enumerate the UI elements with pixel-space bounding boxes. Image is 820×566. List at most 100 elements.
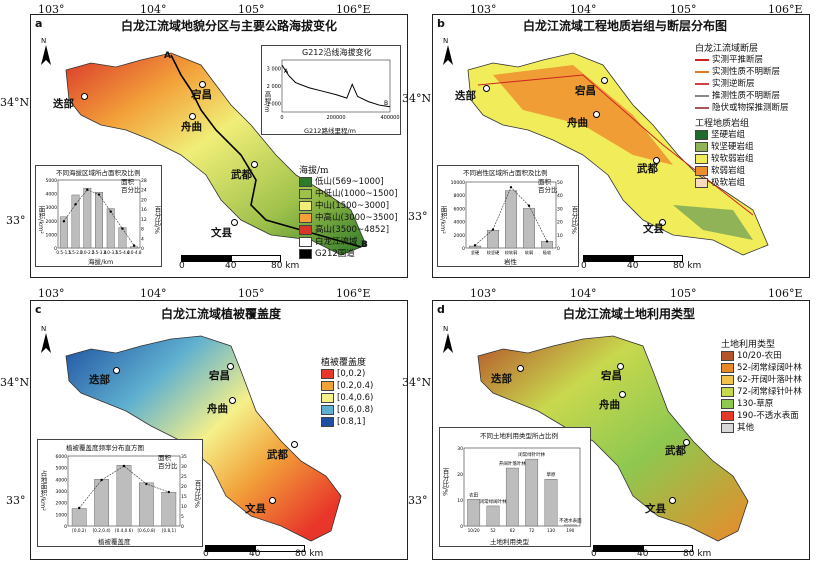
legend-label: 62-开阔叶落叶林 bbox=[737, 375, 802, 385]
city-dot bbox=[483, 85, 490, 92]
bar-ytick: 20 bbox=[457, 472, 463, 478]
panel-letter: b bbox=[437, 17, 445, 30]
legend-title: 植被覆盖度 bbox=[321, 358, 367, 368]
profile-line bbox=[281, 64, 391, 108]
bar-category-label: 较坚硬 bbox=[487, 249, 500, 256]
legend-label: 坚硬岩组 bbox=[711, 130, 746, 140]
bar bbox=[486, 505, 500, 527]
bar-ytick: 8000 bbox=[454, 193, 466, 199]
pct-point bbox=[473, 244, 477, 247]
panel-title: 白龙江流域地貌分区与主要公路海拔变化 bbox=[121, 19, 338, 33]
bar-inset-xlabel: 土地利用类型 bbox=[490, 538, 529, 546]
bar bbox=[544, 479, 558, 527]
scale-80: 80 km bbox=[295, 549, 324, 559]
scale-40: 40 bbox=[637, 549, 649, 559]
legend-label: 隐伏或物探推测断层 bbox=[712, 103, 789, 113]
bar-inset-title: 植被覆盖度频率分布直方图 bbox=[66, 444, 144, 452]
bar-ytick: 3000 bbox=[56, 489, 68, 495]
bar-category-label: 2.0-2.5 bbox=[80, 250, 95, 255]
bar-inset-y2label: 百分比/% bbox=[153, 206, 161, 234]
legend-swatch bbox=[695, 107, 709, 109]
bar-y2tick: 25 bbox=[181, 474, 187, 480]
bar-category-label: 极软 bbox=[543, 249, 552, 256]
legend-area: 面积 bbox=[121, 178, 134, 186]
scale-bar bbox=[583, 255, 683, 262]
bar-inset-title: 不同土地利用类型所占比例 bbox=[480, 432, 558, 440]
legend-item: 极软岩组 bbox=[695, 177, 789, 189]
bar-y2tick: 15 bbox=[181, 494, 187, 500]
legend-swatch bbox=[299, 225, 312, 235]
bar-inset-y2label: 百分比/% bbox=[570, 206, 578, 234]
bar-ytick: 1000 bbox=[46, 232, 58, 238]
legend-item: 较坚硬岩组 bbox=[695, 141, 789, 153]
bar bbox=[467, 499, 481, 527]
bar-y2tick: 30 bbox=[557, 206, 563, 212]
city-diebu: 迭部 bbox=[455, 90, 476, 102]
bar-value-label: 开阔叶落叶林 bbox=[499, 460, 526, 467]
city-diebu: 迭部 bbox=[53, 98, 74, 110]
legend-item: 130-草原 bbox=[721, 398, 802, 410]
legend-swatch bbox=[721, 351, 734, 361]
route-end-label: B bbox=[361, 240, 368, 250]
bar-ytick: 2000 bbox=[454, 233, 466, 239]
panel-title: 白龙江流域工程地质岩组与断层分布图 bbox=[523, 19, 728, 33]
panel-b: b 白龙江流域工程地质岩组与断层分布图 N 白龙江流域断层 实测平推断层 实测性质… bbox=[432, 14, 810, 278]
legend-label: [0.6,0.8) bbox=[337, 405, 374, 415]
bar-value-label: 草原 bbox=[547, 471, 556, 478]
bar-ytick: 2000 bbox=[56, 501, 68, 507]
legend-swatch bbox=[695, 83, 709, 85]
city-dot bbox=[229, 397, 236, 404]
bar-inset-xlabel: 岩性 bbox=[504, 258, 517, 266]
city-zhouqu: 舟曲 bbox=[181, 121, 202, 133]
bar-ytick: 0 bbox=[462, 246, 465, 252]
coord-top-104: 104° bbox=[140, 3, 167, 16]
bar-y2tick: 4 bbox=[141, 236, 144, 242]
pct-point bbox=[491, 228, 495, 231]
scale-40: 40 bbox=[225, 261, 237, 271]
coord-mid-106: 106°E bbox=[336, 287, 371, 300]
city-dot bbox=[659, 219, 666, 226]
lat-34-a: 34°N bbox=[0, 96, 30, 109]
rock-hard-zone bbox=[673, 205, 753, 240]
city-dangchang: 宕昌 bbox=[191, 89, 212, 101]
city-dot bbox=[269, 497, 276, 504]
profile-xlabel: G212路线里程/m bbox=[304, 127, 356, 135]
bar bbox=[505, 190, 517, 249]
bar-y2tick: 8 bbox=[141, 227, 144, 233]
profile-ylabel: 高程/m bbox=[263, 91, 271, 113]
legend-swatch bbox=[299, 201, 312, 211]
pct-point bbox=[97, 193, 101, 196]
legend-label: [0.2,0.4) bbox=[337, 381, 374, 391]
bar-inset-title: 不同岩性区域所占面积及比例 bbox=[463, 169, 548, 177]
pct-point bbox=[109, 210, 112, 213]
coord-mid-105: 105° bbox=[238, 287, 265, 300]
legend-item: 坚硬岩组 bbox=[695, 129, 789, 141]
basin-shape bbox=[65, 52, 367, 256]
legend-item: 其他 bbox=[721, 422, 802, 434]
map-c bbox=[65, 335, 342, 542]
scale-40: 40 bbox=[627, 261, 639, 271]
bar-inset-ylabel: 百分比/% bbox=[441, 468, 449, 496]
legend-item: 高山(3500~4852] bbox=[299, 224, 398, 236]
bar-y2tick: 16 bbox=[141, 207, 147, 213]
panel-c: c 白龙江流域植被覆盖度 N 植被覆盖度 [0,0.2) [0.2,0.4) [0.… bbox=[30, 300, 408, 560]
coord-mid-103b: 103° bbox=[470, 287, 497, 300]
legend-label: 其他 bbox=[737, 423, 755, 433]
bar-y2tick: 0 bbox=[557, 246, 560, 252]
legend-swatch bbox=[299, 177, 312, 187]
city-wudu: 武都 bbox=[665, 445, 686, 457]
pct-point bbox=[545, 240, 549, 243]
bar-inset-ylabel: 面积/km² bbox=[439, 206, 447, 234]
legend-d: 土地利用类型 10/20-农田 52-闭常绿阔叶林 62-开阔叶落叶林 72-闭常绿针… bbox=[721, 337, 802, 434]
legend-pct: 百分比 bbox=[158, 462, 178, 470]
bar-y2tick: 10 bbox=[181, 504, 187, 510]
city-zhouqu: 舟曲 bbox=[567, 117, 588, 129]
north-label: N bbox=[443, 37, 449, 45]
coord-top-106b: 106°E bbox=[768, 3, 803, 16]
scale-bar bbox=[593, 545, 693, 552]
legend-item: 软弱岩组 bbox=[695, 165, 789, 177]
legend-item: 72-闭常绿针叶林 bbox=[721, 386, 802, 398]
bar-y2tick: 5 bbox=[181, 514, 184, 520]
pct-point bbox=[527, 204, 531, 207]
legend-swatch bbox=[321, 381, 334, 391]
